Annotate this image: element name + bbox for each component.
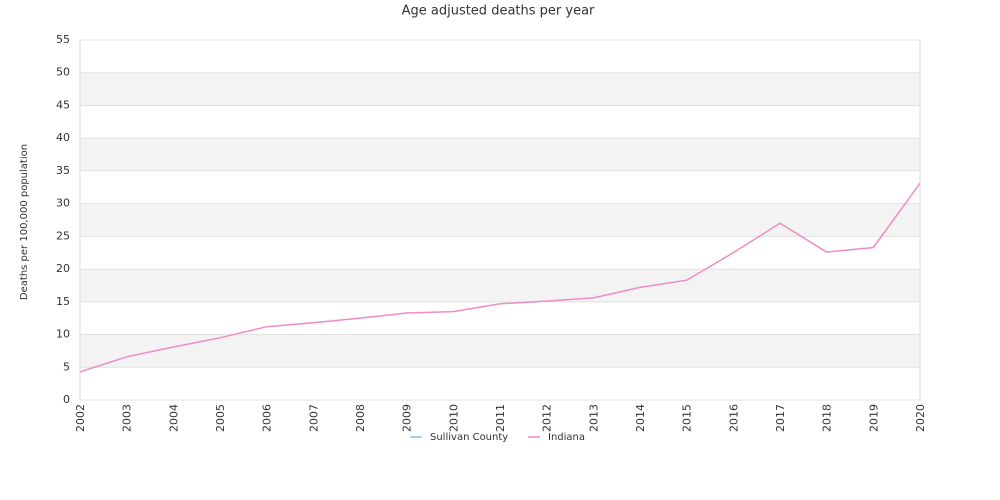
- x-tick-label: 2019: [867, 404, 880, 432]
- x-tick-label: 2017: [774, 404, 787, 432]
- x-tick-label: 2006: [261, 404, 274, 432]
- y-tick-label: 0: [63, 393, 70, 406]
- y-tick-label: 30: [56, 197, 70, 210]
- grid-band: [80, 203, 920, 237]
- x-tick-label: 2014: [634, 404, 647, 432]
- legend-label: Indiana: [548, 432, 585, 443]
- x-tick-label: 2011: [494, 404, 507, 432]
- x-tick-label: 2008: [354, 404, 367, 432]
- grid-band: [80, 138, 920, 171]
- y-axis-label: Deaths per 100,000 population: [19, 144, 30, 300]
- y-tick-label: 45: [56, 98, 70, 111]
- x-tick-label: 2004: [167, 404, 180, 432]
- y-tick-label: 25: [56, 229, 70, 242]
- x-tick-label: 2009: [401, 404, 414, 432]
- x-tick-label: 2016: [727, 404, 740, 432]
- series-line: [79, 182, 921, 373]
- x-tick-label: 2015: [681, 404, 694, 432]
- y-tick-label: 35: [56, 164, 70, 177]
- grid-band: [80, 72, 920, 106]
- x-tick-label: 2018: [821, 404, 834, 432]
- y-tick-label: 55: [56, 33, 70, 46]
- x-tick-label: 2005: [214, 404, 227, 432]
- x-tick-label: 2002: [74, 404, 87, 432]
- y-tick-label: 5: [63, 360, 70, 373]
- y-tick-label: 20: [56, 262, 70, 275]
- y-tick-label: 40: [56, 131, 70, 144]
- x-tick-label: 2020: [914, 404, 927, 432]
- grid-band: [80, 269, 920, 302]
- chart-title: Age adjusted deaths per year: [402, 4, 595, 19]
- x-tick-label: 2003: [121, 404, 134, 432]
- x-tick-label: 2012: [541, 404, 554, 432]
- x-tick-label: 2007: [307, 404, 320, 432]
- x-tick-label: 2013: [587, 404, 600, 432]
- y-tick-label: 10: [56, 328, 70, 341]
- legend-label: Sullivan County: [430, 432, 508, 443]
- y-tick-label: 15: [56, 295, 70, 308]
- y-tick-label: 50: [56, 66, 70, 79]
- x-tick-label: 2010: [447, 404, 460, 432]
- grid-band: [80, 334, 920, 368]
